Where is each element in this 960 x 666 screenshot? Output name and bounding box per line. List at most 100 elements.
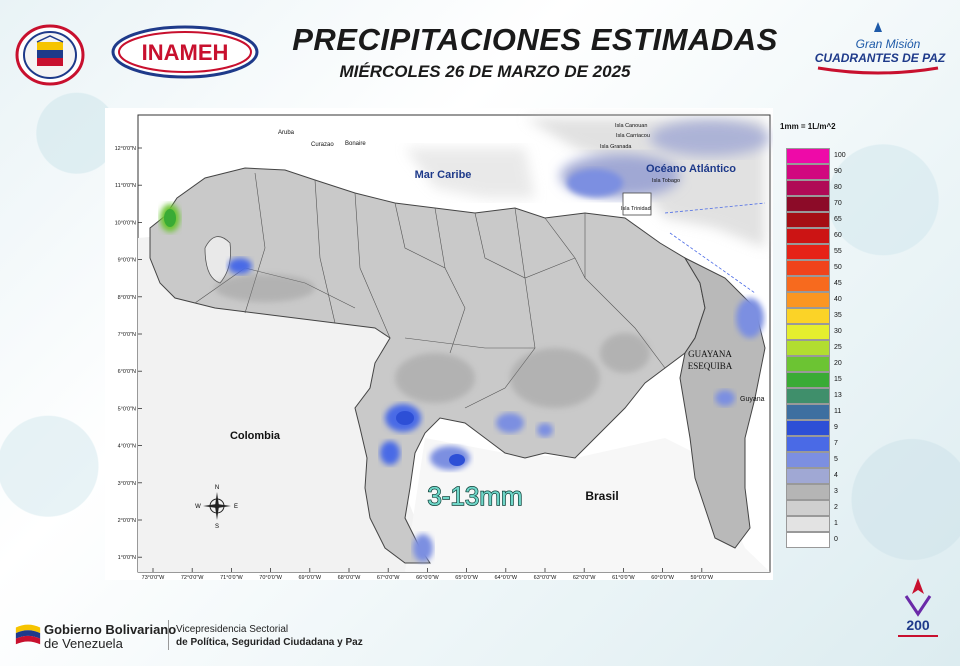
lat-tick-label: 4°0'0"N bbox=[118, 444, 136, 450]
legend-value: 3 bbox=[834, 488, 838, 495]
legend-value: 40 bbox=[834, 296, 842, 303]
precipitation-map: Mar Caribe Océano Atlántico Colombia Bra… bbox=[105, 108, 773, 581]
label-curazao: Curazao bbox=[311, 142, 334, 148]
label-guyana: Guyana bbox=[740, 396, 765, 403]
legend-swatch bbox=[786, 260, 830, 276]
government-seal-logo bbox=[15, 24, 85, 86]
legend-value: 80 bbox=[834, 184, 842, 191]
label-guayana: GUAYANA bbox=[688, 349, 732, 359]
label-oceano-atlantico: Océano Atlántico bbox=[646, 163, 736, 175]
lat-tick-label: 9°0'0"N bbox=[118, 258, 136, 264]
legend-value: 90 bbox=[834, 168, 842, 175]
gov-line1: Gobierno Bolivariano bbox=[44, 622, 177, 637]
label-aruba: Aruba bbox=[278, 130, 295, 136]
legend-swatch bbox=[786, 196, 830, 212]
label-colombia: Colombia bbox=[230, 430, 281, 442]
legend-value: 5 bbox=[834, 456, 838, 463]
legend-swatch bbox=[786, 324, 830, 340]
legend-swatch bbox=[786, 148, 830, 164]
legend-swatch bbox=[786, 292, 830, 308]
lon-tick-label: 72°0'0"W bbox=[181, 575, 204, 580]
lon-tick-label: 71°0'0"W bbox=[220, 575, 243, 580]
inameh-logo-text: INAMEH bbox=[142, 40, 229, 65]
venezuela-flag-icon bbox=[15, 624, 41, 645]
legend-swatch bbox=[786, 404, 830, 420]
inameh-logo: INAMEH bbox=[111, 25, 259, 79]
legend-value: 45 bbox=[834, 280, 842, 287]
lon-tick-label: 68°0'0"W bbox=[338, 575, 361, 580]
lon-tick-label: 59°0'0"W bbox=[690, 575, 713, 580]
gov-line2: de Venezuela bbox=[44, 636, 123, 651]
legend-value: 0 bbox=[834, 536, 838, 543]
legend-swatch bbox=[786, 212, 830, 228]
lon-tick-label: 67°0'0"W bbox=[377, 575, 400, 580]
lat-tick-label: 8°0'0"N bbox=[118, 295, 136, 301]
label-mar-caribe: Mar Caribe bbox=[415, 169, 472, 181]
precipitation-range-annotation: 3-13mm bbox=[427, 481, 522, 511]
legend-swatch bbox=[786, 180, 830, 196]
legend-swatch bbox=[786, 500, 830, 516]
legend-value: 50 bbox=[834, 264, 842, 271]
legend-value: 15 bbox=[834, 376, 842, 383]
lat-tick-label: 6°0'0"N bbox=[118, 369, 136, 375]
legend-value: 65 bbox=[834, 216, 842, 223]
legend-value: 2 bbox=[834, 504, 838, 511]
legend-swatch bbox=[786, 276, 830, 292]
legend-swatch bbox=[786, 308, 830, 324]
svg-text:E: E bbox=[234, 504, 238, 510]
legend-value: 13 bbox=[834, 392, 842, 399]
page-date: MIÉRCOLES 26 DE MARZO DE 2025 bbox=[339, 62, 631, 81]
lon-tick-label: 65°0'0"W bbox=[455, 575, 478, 580]
legend-swatch bbox=[786, 372, 830, 388]
label-trinidad: Isla Trinidad bbox=[621, 206, 651, 212]
label-granada: Isla Granada bbox=[600, 144, 632, 150]
legend-value: 35 bbox=[834, 312, 842, 319]
lon-tick-label: 61°0'0"W bbox=[612, 575, 635, 580]
label-bonaire: Bonaire bbox=[345, 141, 366, 147]
lon-tick-label: 70°0'0"W bbox=[259, 575, 282, 580]
label-esequiba: ESEQUIBA bbox=[688, 361, 733, 371]
lon-tick-label: 60°0'0"W bbox=[651, 575, 674, 580]
vice-line2: de Política, Seguridad Ciudadana y Paz bbox=[176, 637, 363, 648]
legend-value: 70 bbox=[834, 200, 842, 207]
lat-tick-label: 11°0'0"N bbox=[115, 183, 136, 189]
legend-value: 60 bbox=[834, 232, 842, 239]
label-carriacou: Isla Carriacou bbox=[616, 133, 650, 139]
bicentennial-number: 200 bbox=[906, 617, 930, 633]
legend-swatch bbox=[786, 532, 830, 548]
legend-value: 1 bbox=[834, 520, 838, 527]
lon-tick-label: 69°0'0"W bbox=[298, 575, 321, 580]
legend-value: 55 bbox=[834, 248, 842, 255]
precipitation-legend: 1mm = 1L/m^2 100 90 80 70 65 60 55 50 45 40 35 30 25… bbox=[780, 118, 860, 558]
gms-logo-line2: CUADRANTES DE PAZ bbox=[815, 51, 946, 65]
legend-value: 11 bbox=[834, 408, 842, 415]
legend-value: 25 bbox=[834, 344, 842, 351]
legend-swatch bbox=[786, 340, 830, 356]
lon-tick-label: 62°0'0"W bbox=[573, 575, 596, 580]
legend-swatch bbox=[786, 388, 830, 404]
legend-swatch bbox=[786, 164, 830, 180]
legend-swatch bbox=[786, 228, 830, 244]
legend-swatch bbox=[786, 420, 830, 436]
legend-value: 4 bbox=[834, 472, 838, 479]
lat-tick-label: 10°0'0"N bbox=[115, 220, 136, 226]
legend-swatch bbox=[786, 436, 830, 452]
gran-mision-cuadrantes-logo: Gran Misión CUADRANTES DE PAZ bbox=[815, 22, 946, 75]
longitude-axis: 73°0'0"W 72°0'0"W 71°0'0"W 70°0'0"W 69°0'0"W… bbox=[142, 568, 714, 581]
latitude-axis: 12°0'0"N 11°0'0"N 10°0'0"N 9°0'0"N 8°0'0"N 7°… bbox=[115, 146, 142, 561]
gms-logo-line1: Gran Misión bbox=[856, 37, 921, 51]
svg-text:W: W bbox=[195, 504, 201, 510]
legend-value: 9 bbox=[834, 424, 838, 431]
vice-line1: Vicepresidencia Sectorial bbox=[176, 624, 289, 635]
bicentennial-logo: 200 bbox=[898, 578, 938, 637]
lat-tick-label: 12°0'0"N bbox=[115, 146, 136, 152]
label-tobago: Isla Tobago bbox=[652, 178, 680, 184]
map-svg: Mar Caribe Océano Atlántico Colombia Bra… bbox=[115, 114, 771, 581]
compass-rose-icon: N S E W bbox=[195, 485, 238, 530]
lat-tick-label: 3°0'0"N bbox=[118, 481, 136, 487]
legend-swatch bbox=[786, 356, 830, 372]
legend-swatch bbox=[786, 452, 830, 468]
lon-tick-label: 64°0'0"W bbox=[494, 575, 517, 580]
legend-value: 100 bbox=[834, 152, 846, 159]
lon-tick-label: 63°0'0"W bbox=[534, 575, 557, 580]
